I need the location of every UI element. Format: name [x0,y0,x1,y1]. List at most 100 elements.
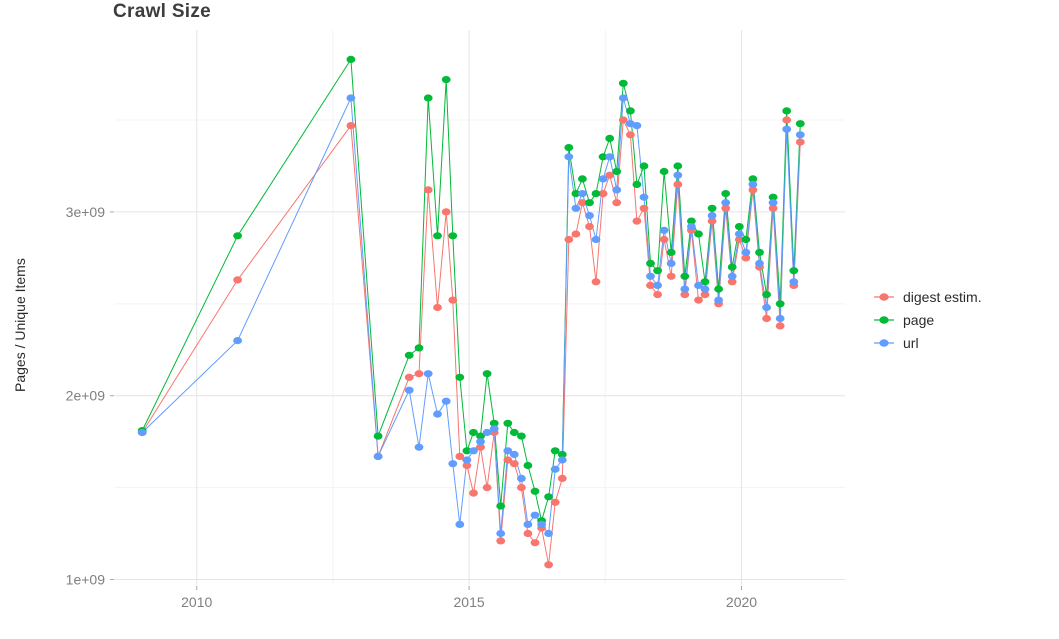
data-point-digest-estim [626,131,635,139]
data-point-digest-estim [469,489,478,497]
data-point-page [414,344,424,352]
data-point-page [734,223,744,231]
data-point-digest-estim [571,230,581,238]
data-point-url [612,186,622,194]
data-point-url [496,529,506,538]
data-point-page [680,272,690,280]
data-point-digest-estim [618,116,628,124]
data-point-page [639,162,649,170]
data-point-digest-estim [509,460,519,468]
data-point-url [727,272,737,280]
data-point-page [550,447,560,455]
data-point-url [433,410,442,418]
data-point-page [530,487,540,495]
legend-key-icon [874,316,894,324]
data-point-page [476,432,485,440]
data-point-page [564,144,574,152]
data-point-url [795,131,805,139]
data-point-page [517,432,526,440]
data-point-page [585,199,594,207]
data-point-page [700,278,710,286]
data-point-digest-estim [632,217,642,225]
data-point-page [578,175,587,183]
data-point-page [509,428,519,437]
data-point-digest-estim [748,186,758,194]
data-point-page [598,153,608,161]
data-point-page [618,79,628,87]
data-point-url [530,511,540,519]
data-point-url [714,296,723,304]
data-point-digest-estim [721,204,731,212]
data-point-page [748,175,758,183]
legend: digest estim. page url [872,289,982,351]
data-point-url [462,456,472,464]
data-point-digest-estim [653,291,662,299]
data-point-digest-estim [523,529,533,538]
data-point-page [404,351,414,359]
data-point-url [523,520,533,529]
data-point-url [517,474,526,482]
data-point-url [755,259,764,267]
data-point-page [503,419,513,427]
data-point-url [646,272,655,280]
data-point-url [503,447,513,455]
data-point-page [694,230,703,238]
data-point-digest-estim [700,291,710,299]
data-point-page [523,461,533,470]
data-point-page [632,180,642,188]
data-point-page [544,493,553,501]
data-point-page [659,167,669,176]
data-point-digest-estim [530,539,540,547]
data-point-digest-estim [476,443,485,451]
data-point-page [448,232,458,240]
data-point-digest-estim [564,235,574,244]
data-point-url [476,438,485,446]
data-point-digest-estim [707,217,717,225]
data-point-digest-estim [762,314,771,323]
data-point-url [550,465,560,473]
data-point-digest-estim [680,291,690,299]
data-point-page [707,204,717,212]
data-point-url [782,125,792,133]
data-point-page [433,232,442,240]
data-point-url [571,204,581,212]
data-point-digest-estim [346,122,356,130]
legend-label: digest estim. [903,289,982,305]
data-point-url [659,226,669,234]
data-point-digest-estim [414,370,424,378]
data-point-digest-estim [659,235,669,244]
data-point-url [537,520,546,529]
data-point-url [768,199,778,207]
data-point-digest-estim [517,484,526,492]
data-point-url [734,230,744,238]
data-point-url [694,281,703,289]
data-point-url [373,452,383,460]
data-point-digest-estim [795,138,805,146]
data-point-digest-estim [404,373,414,381]
data-point-page [782,107,792,115]
data-point-digest-estim [734,235,744,244]
data-point-page [687,217,696,225]
data-point-page [557,450,567,459]
legend-item-page: page [872,312,982,328]
data-point-url [509,450,519,459]
data-point-digest-estim [550,498,560,506]
x-tick-label: 2015 [454,594,485,610]
data-point-url [598,175,608,183]
data-point-url [748,180,758,188]
data-point-page [626,107,635,115]
data-point-digest-estim [673,180,683,188]
data-point-digest-estim [496,537,506,545]
data-point-digest-estim [639,204,649,212]
data-point-digest-estim [578,199,587,207]
data-point-page [571,190,581,198]
data-point-digest-estim [591,278,601,286]
data-point-url [741,248,751,256]
data-point-url [404,386,414,394]
data-point-digest-estim [646,281,655,289]
data-point-digest-estim [441,208,451,216]
data-point-digest-estim [557,474,567,482]
data-point-digest-estim [605,171,615,179]
legend-key-icon [874,339,894,347]
